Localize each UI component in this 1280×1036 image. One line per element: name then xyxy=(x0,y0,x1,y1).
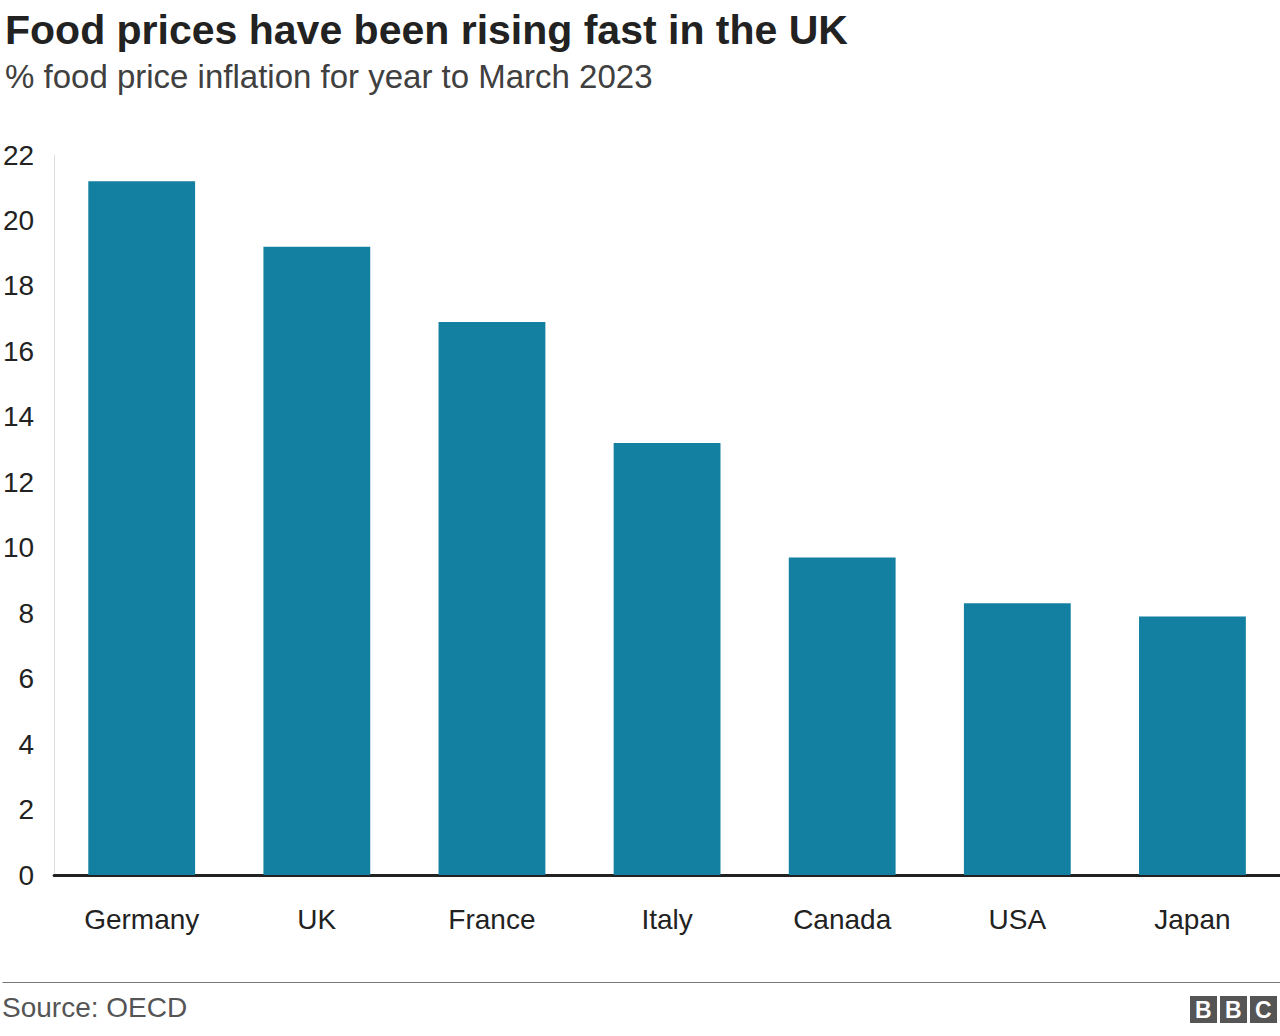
svg-text:20: 20 xyxy=(3,205,34,236)
svg-text:2: 2 xyxy=(19,794,35,825)
svg-text:Food prices have been rising f: Food prices have been rising fast in the… xyxy=(5,7,848,53)
svg-text:Italy: Italy xyxy=(641,904,692,935)
svg-text:14: 14 xyxy=(3,401,34,432)
svg-text:18: 18 xyxy=(3,270,34,301)
svg-text:22: 22 xyxy=(3,140,34,171)
svg-text:Canada: Canada xyxy=(793,904,892,935)
svg-text:UK: UK xyxy=(297,904,336,935)
svg-text:Japan: Japan xyxy=(1154,904,1230,935)
svg-text:10: 10 xyxy=(3,532,34,563)
svg-text:Source: OECD: Source: OECD xyxy=(2,992,187,1023)
svg-text:B: B xyxy=(1225,997,1242,1023)
svg-text:8: 8 xyxy=(19,598,35,629)
svg-text:C: C xyxy=(1255,997,1272,1023)
svg-text:% food price inflation for yea: % food price inflation for year to March… xyxy=(5,58,653,95)
svg-text:Germany: Germany xyxy=(84,904,199,935)
svg-text:4: 4 xyxy=(19,729,35,760)
svg-text:6: 6 xyxy=(19,663,35,694)
svg-text:0: 0 xyxy=(19,860,35,891)
svg-text:16: 16 xyxy=(3,336,34,367)
svg-text:USA: USA xyxy=(989,904,1047,935)
svg-text:B: B xyxy=(1195,997,1212,1023)
svg-text:France: France xyxy=(448,904,535,935)
svg-text:12: 12 xyxy=(3,467,34,498)
